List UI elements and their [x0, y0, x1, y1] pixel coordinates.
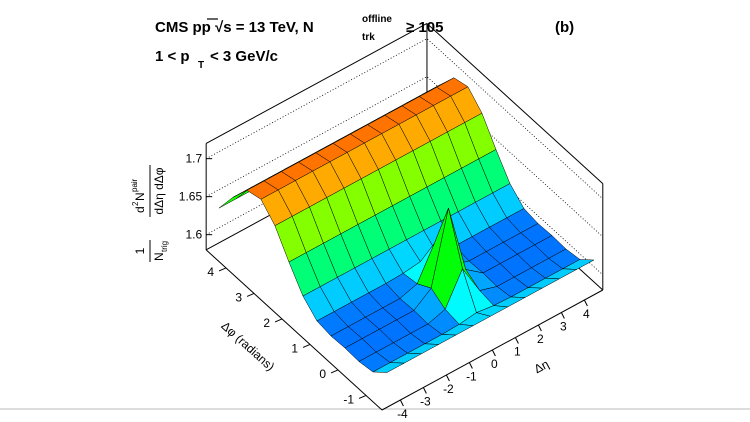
tick-mark	[422, 387, 427, 394]
subtitle-tail: < 3 GeV/c	[210, 48, 278, 65]
zlabel-part: dΔη dΔφ	[152, 167, 166, 214]
title-sup: offline	[362, 14, 392, 25]
z-tick-label: 1.7	[185, 152, 202, 166]
zlabel-part: N	[152, 252, 166, 261]
title-sub: trk	[362, 32, 375, 43]
box-edge	[205, 23, 428, 144]
y-tick-label: -1	[343, 392, 354, 406]
tick-mark	[399, 399, 404, 407]
tick-mark	[274, 318, 283, 323]
z-tick-label: 1.65	[179, 190, 203, 204]
zlabel-part: N	[133, 192, 147, 201]
x-tick-label: -4	[397, 407, 408, 421]
tick-mark	[537, 324, 542, 332]
y-tick-label: 3	[235, 290, 242, 304]
tick-mark	[218, 267, 227, 272]
z-tick-label: 1.6	[185, 228, 202, 242]
x-tick-label: 0	[491, 357, 498, 371]
x-tick-label: 1	[514, 345, 521, 359]
panel-label: (b)	[555, 19, 574, 36]
x-axis-label: Δη	[532, 357, 552, 376]
y-tick-label: 1	[291, 341, 298, 355]
tick-mark	[560, 312, 565, 319]
zlabel-part: 1	[133, 247, 147, 254]
tick-mark	[302, 344, 311, 348]
subtitle-sub: T	[198, 60, 204, 71]
x-tick-label: 3	[560, 320, 567, 334]
z-axis-label: 1 N trig d 2 N pair dΔη dΔφ	[130, 165, 169, 262]
zlabel-part: pair	[130, 178, 139, 192]
title-tail: ≥ 105	[406, 19, 443, 36]
subtitle: 1 < p	[155, 48, 190, 65]
tick-mark	[491, 349, 496, 357]
box-edge	[426, 23, 604, 184]
y-axis-line	[205, 249, 383, 411]
zlabel-part: d	[133, 206, 147, 213]
zlabel-part: 2	[131, 201, 140, 206]
tick-mark	[514, 337, 519, 344]
x-tick-label: -2	[443, 382, 454, 396]
tick-mark	[445, 374, 450, 382]
tick-mark	[330, 369, 339, 374]
tick-mark	[583, 299, 588, 307]
zlabel-part: trig	[160, 241, 169, 252]
x-tick-label: -3	[420, 395, 431, 409]
y-tick-label: 2	[263, 316, 270, 330]
x-tick-label: 4	[583, 307, 590, 321]
surface-cell	[372, 362, 406, 373]
y-tick-label: 0	[319, 367, 326, 381]
x-tick-label: 2	[537, 332, 544, 346]
tick-mark	[468, 362, 473, 369]
tick-mark	[246, 293, 255, 297]
tick-mark	[358, 395, 367, 399]
y-tick-label: 4	[207, 265, 214, 279]
x-tick-label: -1	[466, 370, 477, 384]
chart-title: CMS pp √s = 13 TeV, N	[155, 19, 314, 36]
